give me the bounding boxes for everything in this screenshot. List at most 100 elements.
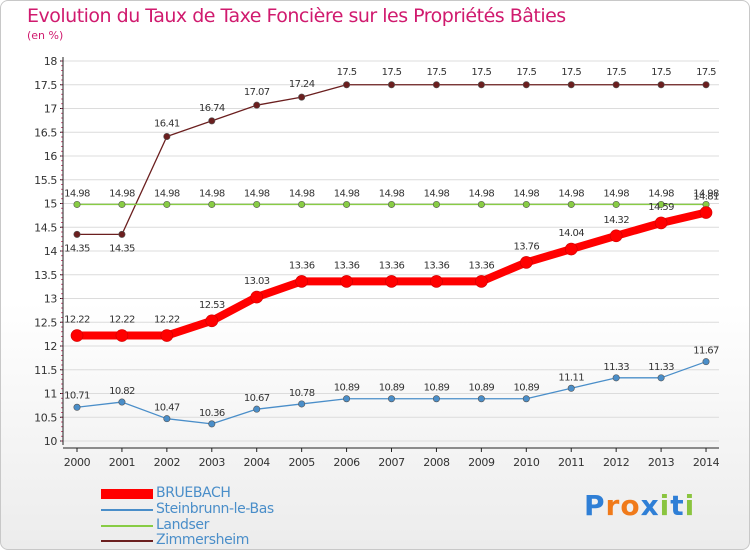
data-point-bruebach <box>70 329 84 342</box>
logo-letter: i <box>684 489 696 522</box>
data-point-steinbrunn-le-bas <box>73 403 81 411</box>
y-tick-label: 13 <box>44 293 58 306</box>
data-point-steinbrunn-le-bas <box>657 374 665 382</box>
y-tick-label: 17.5 <box>34 79 57 92</box>
data-point-landser <box>343 200 351 208</box>
logo-letter: t <box>670 489 685 522</box>
data-label-landser: 14.98 <box>379 188 405 199</box>
logo-letter: P <box>584 489 606 522</box>
chart-unit: (en %) <box>27 29 64 42</box>
data-label-zimmersheim: 17.5 <box>427 67 447 78</box>
x-tick-label: 2007 <box>378 456 405 469</box>
y-tick-label: 14.5 <box>34 221 57 234</box>
data-label-zimmersheim: 17.07 <box>244 87 270 98</box>
data-label-bruebach: 14.81 <box>693 192 719 203</box>
x-tick-label: 2006 <box>333 456 360 469</box>
data-label-steinbrunn-le-bas: 11.67 <box>693 346 719 357</box>
data-label-landser: 14.98 <box>289 188 315 199</box>
x-tick-label: 2004 <box>244 456 271 469</box>
data-label-landser: 14.98 <box>109 188 135 199</box>
x-tick-label: 2003 <box>199 456 226 469</box>
y-tick-label: 16.5 <box>34 126 57 139</box>
data-label-zimmersheim: 17.5 <box>561 67 581 78</box>
legend-swatch-steinbrunn <box>101 509 153 511</box>
data-label-landser: 14.98 <box>334 188 360 199</box>
data-label-zimmersheim: 17.5 <box>651 67 671 78</box>
y-tick-label: 15 <box>44 198 58 211</box>
data-label-bruebach: 12.22 <box>154 315 180 326</box>
data-point-steinbrunn-le-bas <box>477 395 485 403</box>
data-label-bruebach: 13.36 <box>289 260 315 271</box>
data-label-steinbrunn-le-bas: 11.33 <box>648 362 674 373</box>
x-tick-label: 2010 <box>513 456 540 469</box>
data-point-zimmersheim <box>657 81 665 89</box>
data-label-zimmersheim: 14.35 <box>64 243 90 254</box>
legend-label-bruebach: BRUEBACH <box>156 485 231 501</box>
data-point-landser <box>253 200 261 208</box>
data-point-zimmersheim <box>118 230 126 238</box>
data-point-bruebach <box>430 275 443 288</box>
data-point-landser <box>567 200 575 208</box>
y-tick-label: 18 <box>44 55 58 68</box>
legend-label-zimmersheim: Zimmersheim <box>156 532 250 548</box>
data-label-steinbrunn-le-bas: 10.89 <box>469 383 495 394</box>
data-label-bruebach: 12.53 <box>199 300 225 311</box>
data-label-bruebach: 13.36 <box>424 260 450 271</box>
data-point-steinbrunn-le-bas <box>702 358 710 366</box>
data-point-landser <box>298 200 306 208</box>
data-label-bruebach: 14.59 <box>648 202 674 213</box>
proxiti-logo: Proxiti <box>584 489 695 522</box>
data-point-bruebach <box>654 216 668 230</box>
data-point-steinbrunn-le-bas <box>208 420 216 428</box>
data-point-zimmersheim <box>477 81 485 89</box>
data-point-landser <box>73 200 81 208</box>
legend-swatch-zimmersheim <box>101 540 153 542</box>
data-point-steinbrunn-le-bas <box>253 405 261 413</box>
logo-letter: o <box>620 489 641 522</box>
data-label-steinbrunn-le-bas: 10.89 <box>513 383 539 394</box>
data-point-landser <box>118 200 126 208</box>
data-label-landser: 14.98 <box>513 188 539 199</box>
data-point-bruebach <box>160 329 174 342</box>
x-tick-label: 2005 <box>288 456 315 469</box>
data-label-bruebach: 13.36 <box>379 260 405 271</box>
data-point-bruebach <box>295 275 308 288</box>
data-point-zimmersheim <box>567 81 575 89</box>
data-point-zimmersheim <box>432 81 440 89</box>
y-tick-label: 12 <box>44 340 57 353</box>
data-label-steinbrunn-le-bas: 10.78 <box>289 388 315 399</box>
data-label-steinbrunn-le-bas: 10.36 <box>199 408 225 419</box>
data-point-landser <box>612 200 620 208</box>
logo-letter: x <box>640 489 660 522</box>
y-tick-label: 14 <box>44 245 58 258</box>
x-tick-label: 2002 <box>154 456 180 469</box>
data-label-zimmersheim: 14.35 <box>109 243 135 254</box>
data-point-steinbrunn-le-bas <box>163 415 171 423</box>
data-label-steinbrunn-le-bas: 10.89 <box>334 383 360 394</box>
data-label-steinbrunn-le-bas: 11.33 <box>603 362 629 373</box>
data-point-bruebach <box>699 206 713 219</box>
data-point-zimmersheim <box>612 81 620 89</box>
data-label-bruebach: 12.22 <box>109 315 135 326</box>
x-tick-label: 2011 <box>558 456 584 469</box>
data-label-landser: 14.98 <box>64 188 90 199</box>
data-label-landser: 14.98 <box>648 188 674 199</box>
x-tick-label: 2009 <box>468 456 495 469</box>
data-label-bruebach: 13.36 <box>469 260 495 271</box>
data-label-zimmersheim: 16.41 <box>154 119 180 130</box>
data-label-bruebach: 12.22 <box>64 315 90 326</box>
logo-letter: i <box>659 489 671 522</box>
data-label-steinbrunn-le-bas: 10.89 <box>424 383 450 394</box>
legend-swatch-landser <box>101 525 153 527</box>
data-point-zimmersheim <box>343 81 351 89</box>
data-point-zimmersheim <box>522 81 530 89</box>
data-point-bruebach <box>385 275 398 288</box>
data-point-landser <box>657 200 665 208</box>
data-point-zimmersheim <box>702 81 710 89</box>
y-tick-label: 16 <box>44 150 58 163</box>
data-point-steinbrunn-le-bas <box>432 395 440 403</box>
data-label-zimmersheim: 17.5 <box>516 67 536 78</box>
x-tick-label: 2001 <box>109 456 135 469</box>
data-point-zimmersheim <box>298 93 306 101</box>
